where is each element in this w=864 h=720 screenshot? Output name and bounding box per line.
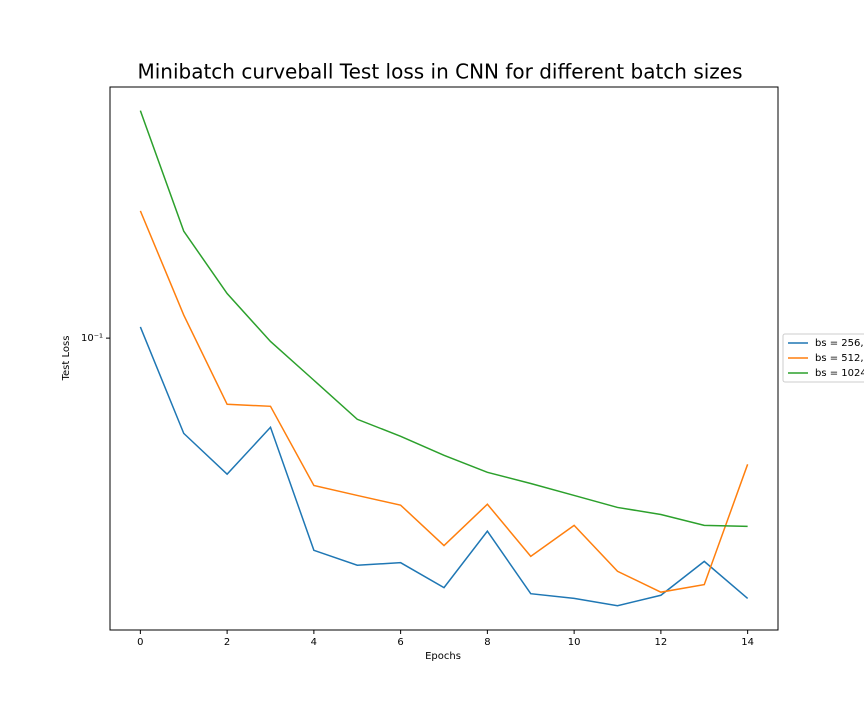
legend-label: bs = 1024 (815, 368, 864, 379)
legend-label: bs = 256, (815, 338, 864, 349)
chart-title: Minibatch curveball Test loss in CNN for… (137, 60, 742, 84)
x-tick-label: 12 (655, 637, 668, 648)
line-series (139, 210, 749, 593)
x-tick-label: 4 (311, 637, 317, 648)
x-tick-label: 6 (397, 637, 403, 648)
x-axis-label: Epochs (425, 651, 461, 662)
line-series (139, 110, 748, 528)
x-tick-label: 8 (484, 637, 490, 648)
legend-label: bs = 512, (815, 353, 864, 364)
legend-box (782, 333, 864, 383)
x-tick-label: 14 (741, 637, 754, 648)
x-tick-label: 2 (224, 637, 230, 648)
y-tick-label: 10⁻¹ (81, 333, 103, 344)
x-tick-label: 0 (137, 637, 143, 648)
plot-frame (109, 86, 779, 631)
y-axis-label: Test Loss (61, 336, 72, 382)
line-series (139, 326, 749, 607)
x-tick-label: 10 (568, 637, 581, 648)
